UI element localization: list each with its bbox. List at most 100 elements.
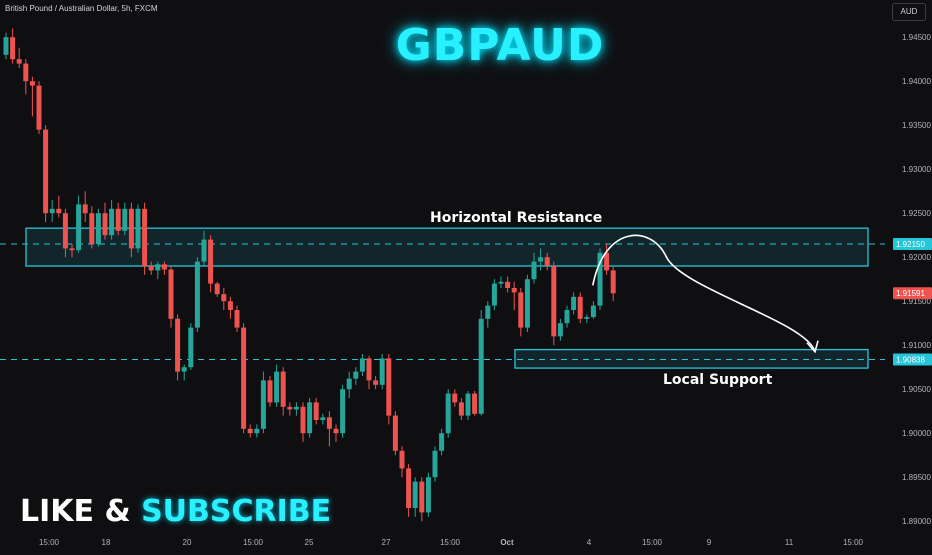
candle-body xyxy=(359,358,365,372)
x-tick-label: 15:00 xyxy=(39,538,60,547)
candle-body xyxy=(491,283,497,306)
x-tick-label: 27 xyxy=(382,538,391,547)
instrument-title: British Pound / Australian Dollar, 5h, F… xyxy=(5,4,158,13)
price-label-text: 1.90838 xyxy=(896,355,925,364)
candle-body xyxy=(412,481,418,508)
x-tick-label: Oct xyxy=(500,538,514,547)
candle-body xyxy=(102,213,108,236)
y-tick-label: 1.92000 xyxy=(902,253,931,262)
candle-body xyxy=(260,380,266,429)
y-tick-label: 1.90000 xyxy=(902,429,931,438)
projection-arrow-path xyxy=(592,234,816,353)
y-tick-label: 1.90500 xyxy=(902,385,931,394)
x-tick-label: 18 xyxy=(102,538,111,547)
candle-body xyxy=(531,261,537,280)
candle-body xyxy=(29,81,35,86)
candle-body xyxy=(115,208,121,231)
candle-body xyxy=(109,208,115,236)
price-label-box xyxy=(893,353,932,366)
candle-body xyxy=(392,415,398,451)
candle-body xyxy=(478,318,484,414)
candle-body xyxy=(142,208,148,266)
x-tick-label: 9 xyxy=(707,538,712,547)
y-tick-label: 1.92500 xyxy=(902,209,931,218)
y-tick-label: 1.91500 xyxy=(902,297,931,306)
candle-body xyxy=(505,281,511,288)
y-tick-label: 1.93500 xyxy=(902,121,931,130)
symbol-title: GBPAUD xyxy=(395,20,605,71)
candle-body xyxy=(406,468,412,508)
candle-body xyxy=(181,367,187,372)
y-tick-label: 1.89500 xyxy=(902,473,931,482)
candle-body xyxy=(458,402,464,416)
price-label-text: 1.92150 xyxy=(896,240,925,249)
candle-body xyxy=(208,239,214,284)
support-zone xyxy=(514,348,869,369)
candle-body xyxy=(3,37,9,55)
candle-body xyxy=(128,208,134,249)
candle-body xyxy=(49,208,55,214)
candle-body xyxy=(419,481,425,513)
x-tick-label: 11 xyxy=(785,538,794,547)
x-tick-label: 20 xyxy=(183,538,192,547)
projection-arrow-head xyxy=(806,340,819,354)
candle-body xyxy=(148,266,154,271)
candle-body xyxy=(69,248,75,251)
candle-body xyxy=(36,85,42,130)
candle-body xyxy=(373,380,379,385)
y-tick-label: 1.89000 xyxy=(902,517,931,526)
candle-body xyxy=(452,393,458,403)
candle-body xyxy=(590,305,596,318)
candle-body xyxy=(135,208,141,249)
candle-body xyxy=(280,371,286,407)
candle-body xyxy=(511,288,517,293)
candle-body xyxy=(175,318,181,372)
candle-body xyxy=(23,63,29,82)
candle-body xyxy=(564,310,570,324)
candle-body xyxy=(584,317,590,319)
support-label: Local Support xyxy=(663,372,773,388)
candle-body xyxy=(214,283,220,295)
candle-body xyxy=(538,257,544,262)
x-tick-label: 15:00 xyxy=(440,538,461,547)
candle-body xyxy=(10,37,16,60)
candle-body xyxy=(425,477,431,513)
candle-body xyxy=(194,261,200,328)
price-label-box xyxy=(893,238,932,250)
candle-body xyxy=(313,402,319,420)
price-label-box xyxy=(893,287,932,300)
y-tick-label: 1.93000 xyxy=(902,165,931,174)
candle-body xyxy=(544,257,550,266)
candle-body xyxy=(399,450,405,469)
resistance-label: Horizontal Resistance xyxy=(430,210,603,226)
candle-body xyxy=(241,327,247,429)
candle-body xyxy=(122,208,128,231)
candle-body xyxy=(472,393,478,414)
candle-body xyxy=(577,296,583,319)
candle-body xyxy=(95,213,101,244)
candle-body xyxy=(610,270,616,294)
candle-body xyxy=(56,208,62,214)
candle-body xyxy=(267,380,273,403)
candle-body xyxy=(326,417,332,429)
candle-body xyxy=(439,433,445,451)
candle-body xyxy=(551,266,557,337)
candle-body xyxy=(274,371,280,403)
candle-body xyxy=(155,264,161,271)
candle-body xyxy=(234,310,240,328)
currency-button[interactable]: AUD xyxy=(892,3,926,21)
x-tick-label: 15:00 xyxy=(642,538,663,547)
candle-body xyxy=(43,129,49,214)
candle-body xyxy=(353,371,359,379)
x-tick-label: 15:00 xyxy=(243,538,264,547)
like-subscribe-banner: LIKE & SUBSCRIBE xyxy=(20,494,331,529)
candle-body xyxy=(188,327,194,368)
candle-body xyxy=(16,59,22,64)
candle-body xyxy=(340,389,346,434)
candle-body xyxy=(386,358,392,416)
candle-body xyxy=(307,402,313,434)
candle-body xyxy=(524,279,530,328)
candle-body xyxy=(346,378,352,390)
